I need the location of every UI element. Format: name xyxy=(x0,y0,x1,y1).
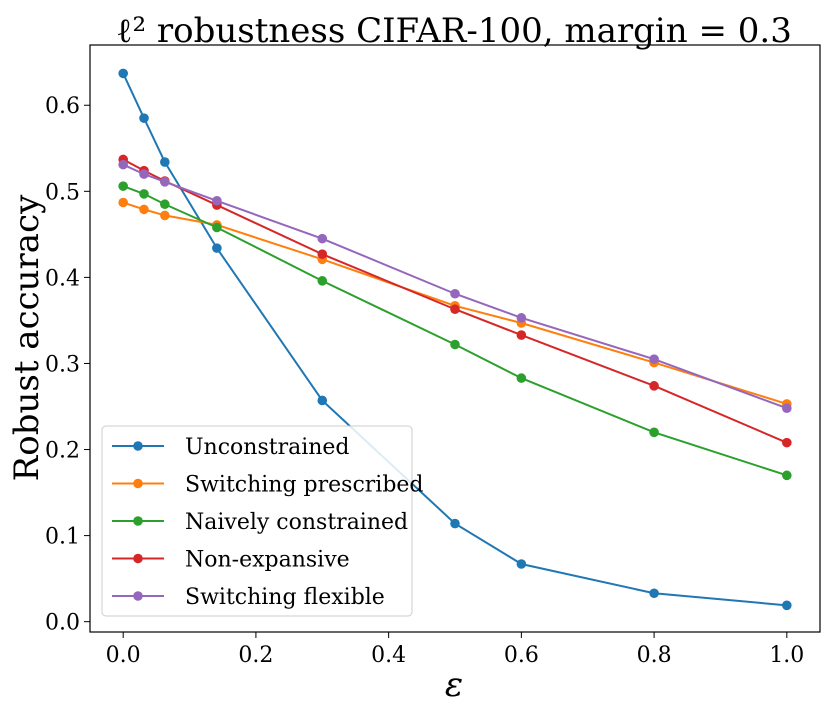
data-point-naively-constrained xyxy=(212,222,222,233)
axes-frame xyxy=(89,44,821,633)
legend-box xyxy=(101,425,413,617)
data-point-non-expansive xyxy=(516,330,527,340)
y-axis-label: Robust accuracy xyxy=(7,194,47,481)
data-point-non-expansive xyxy=(450,304,460,315)
y-tick-label: 0.1 xyxy=(45,525,80,550)
data-point-switching-flexible xyxy=(139,169,149,179)
data-point-unconstrained xyxy=(649,588,659,599)
data-point-unconstrained xyxy=(516,559,527,569)
data-point-non-expansive xyxy=(782,437,792,448)
legend-marker-non-expansive xyxy=(133,553,143,564)
legend-marker-naively-constrained xyxy=(133,516,143,526)
y-tick-label: 0.2 xyxy=(45,439,80,464)
data-point-non-expansive xyxy=(649,381,659,391)
x-tick-label: 0.8 xyxy=(637,643,672,668)
legend-marker-switching-prescribed xyxy=(133,478,143,489)
data-point-naively-constrained xyxy=(782,470,792,481)
legend-label-unconstrained: Unconstrained xyxy=(185,435,350,460)
y-tick-label: 0.4 xyxy=(45,266,80,291)
data-point-unconstrained xyxy=(212,243,222,253)
data-point-switching-flexible xyxy=(118,159,128,170)
data-point-naively-constrained xyxy=(139,189,149,199)
data-point-switching-flexible xyxy=(317,233,328,244)
data-point-unconstrained xyxy=(450,518,460,529)
data-point-switching-flexible xyxy=(160,177,170,187)
chart-title: ℓ² robustness CIFAR-100, margin = 0.3 xyxy=(116,11,792,51)
x-tick-label: 1.0 xyxy=(769,643,804,668)
y-tick-label: 0.6 xyxy=(45,94,80,119)
data-point-naively-constrained xyxy=(317,276,328,286)
legend: Unconstrained Switching prescribed Naively… xyxy=(101,425,424,617)
legend-label-naively-constrained: Naively constrained xyxy=(185,510,408,535)
x-tick-label: 0.4 xyxy=(371,643,406,668)
legend-marker-switching-flexible xyxy=(133,591,143,601)
data-point-naively-constrained xyxy=(649,427,659,438)
data-point-unconstrained xyxy=(782,600,792,611)
data-point-switching-flexible xyxy=(212,195,222,206)
y-tick-label: 0.5 xyxy=(45,180,80,205)
data-point-naively-constrained xyxy=(118,181,128,191)
data-point-switching-flexible xyxy=(782,403,792,414)
data-point-non-expansive xyxy=(317,249,328,259)
x-tick-label: 0.6 xyxy=(504,643,539,668)
data-point-naively-constrained xyxy=(160,199,170,210)
x-tick-label: 0.2 xyxy=(238,643,273,668)
legend-marker-unconstrained xyxy=(133,441,143,451)
data-point-switching-prescribed xyxy=(139,204,149,215)
plot-area: 0.0 0.2 0.4 0.6 0.8 1.0 0.0 0.1 0.2 0.3 0.4 0.5 0.6 U… xyxy=(45,44,821,668)
data-point-unconstrained xyxy=(139,113,149,123)
data-point-switching-flexible xyxy=(516,313,527,323)
data-point-unconstrained xyxy=(118,68,128,79)
y-tick-label: 0.3 xyxy=(45,352,80,377)
legend-label-non-expansive: Non-expansive xyxy=(185,548,350,573)
x-axis-label: ε xyxy=(445,665,463,705)
data-point-naively-constrained xyxy=(450,339,460,350)
data-point-switching-prescribed xyxy=(118,197,128,208)
data-point-unconstrained xyxy=(160,157,170,167)
y-tick-label: 0.0 xyxy=(45,611,80,636)
legend-label-switching-prescribed: Switching prescribed xyxy=(185,473,424,498)
legend-label-switching-flexible: Switching flexible xyxy=(185,585,385,610)
x-tick-label: 0.0 xyxy=(106,643,141,668)
data-point-switching-prescribed xyxy=(160,210,170,221)
data-point-switching-flexible xyxy=(450,288,460,299)
data-point-unconstrained xyxy=(317,395,328,406)
data-point-naively-constrained xyxy=(516,373,527,383)
data-point-switching-flexible xyxy=(649,354,659,364)
